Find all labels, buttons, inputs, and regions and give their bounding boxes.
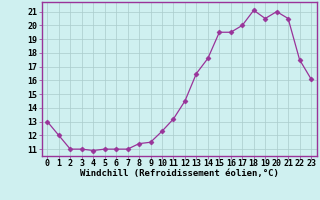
X-axis label: Windchill (Refroidissement éolien,°C): Windchill (Refroidissement éolien,°C): [80, 169, 279, 178]
